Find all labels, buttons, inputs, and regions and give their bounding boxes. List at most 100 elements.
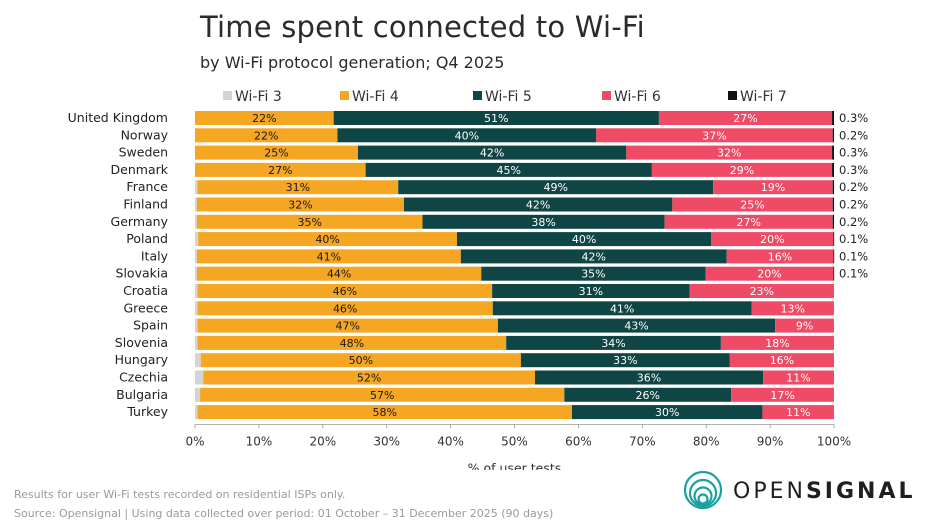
x-tick-label: 90% xyxy=(757,434,784,448)
data-label: 19% xyxy=(761,181,785,194)
category-label: Czechia xyxy=(119,370,168,385)
wifi7-value-label: 0.3% xyxy=(839,111,868,125)
x-axis-label: % of user tests xyxy=(468,460,562,470)
data-label: 49% xyxy=(543,181,567,194)
bar-segment xyxy=(195,405,198,420)
data-label: 40% xyxy=(455,129,479,142)
data-label: 40% xyxy=(315,233,339,246)
bar-segment xyxy=(775,318,834,333)
bar-segment xyxy=(197,301,493,316)
bar-segment xyxy=(731,387,834,402)
bar-segment xyxy=(195,162,366,177)
bar-segment xyxy=(196,197,404,212)
data-label: 46% xyxy=(333,302,357,315)
bar-segment xyxy=(195,232,199,247)
data-label: 48% xyxy=(340,337,364,350)
data-label: 36% xyxy=(637,372,661,385)
bar-segment xyxy=(403,197,673,212)
bar-segment xyxy=(195,353,201,368)
x-tick-label: 10% xyxy=(246,434,273,448)
bar-segment xyxy=(337,128,597,143)
bar-segment xyxy=(672,197,833,212)
legend-label-2: Wi-Fi 5 xyxy=(485,89,532,105)
data-label: 9% xyxy=(796,320,813,333)
bar-segment xyxy=(833,232,835,247)
bar-segment xyxy=(713,180,833,195)
bar-segment xyxy=(200,387,565,402)
legend-label-4: Wi-Fi 7 xyxy=(740,89,787,105)
data-label: 42% xyxy=(480,147,504,160)
category-label: Denmark xyxy=(111,162,169,177)
x-tick-label: 80% xyxy=(693,434,720,448)
bar-segment xyxy=(658,111,833,125)
bar-segment xyxy=(651,162,833,177)
data-label: 46% xyxy=(333,285,357,298)
bar-segment xyxy=(196,266,482,281)
bar-segment xyxy=(195,197,197,212)
bar-segment xyxy=(832,180,834,195)
data-label: 18% xyxy=(765,337,789,350)
data-label: 30% xyxy=(655,406,679,419)
opensignal-logo: OPENSIGNAL xyxy=(683,470,913,512)
bar-segment xyxy=(497,318,776,333)
legend-swatch-0 xyxy=(223,91,232,100)
wifi7-value-label: 0.1% xyxy=(839,267,868,281)
data-label: 41% xyxy=(317,250,341,263)
category-label: Norway xyxy=(121,127,169,142)
bar-segment xyxy=(726,249,834,264)
bar-segment xyxy=(196,214,423,229)
opensignal-wordmark: OPENSIGNAL xyxy=(733,479,916,504)
bar-segment xyxy=(195,387,201,402)
bar-segment xyxy=(705,266,834,281)
bar-segment xyxy=(203,370,535,385)
bar-segment xyxy=(198,232,457,247)
data-label: 47% xyxy=(335,320,359,333)
legend-swatch-4 xyxy=(728,91,737,100)
data-label: 16% xyxy=(770,354,794,367)
bar-segment xyxy=(564,387,732,402)
x-tick-label: 70% xyxy=(629,434,656,448)
bar-segment xyxy=(422,214,665,229)
chart-subtitle: by Wi-Fi protocol generation; Q4 2025 xyxy=(200,53,505,72)
bar-segment xyxy=(460,249,727,264)
data-label: 37% xyxy=(702,129,726,142)
bar-segment xyxy=(763,370,834,385)
data-label: 35% xyxy=(297,216,321,229)
bar-segment xyxy=(711,232,834,247)
bar-segment xyxy=(833,249,835,264)
data-label: 34% xyxy=(601,337,625,350)
x-tick-label: 60% xyxy=(565,434,592,448)
data-label: 40% xyxy=(572,233,596,246)
chart-title: Time spent connected to Wi-Fi xyxy=(200,10,645,44)
bar-segment xyxy=(197,318,498,333)
bar-segment xyxy=(832,162,834,177)
legend-swatch-1 xyxy=(340,91,349,100)
data-label: 13% xyxy=(781,302,805,315)
data-label: 27% xyxy=(268,164,292,177)
data-label: 42% xyxy=(582,250,606,263)
bar-segment xyxy=(195,214,197,229)
bar-segment xyxy=(720,335,834,350)
category-label: United Kingdom xyxy=(68,110,168,125)
data-label: 52% xyxy=(357,372,381,385)
category-label: Germany xyxy=(111,214,169,229)
bar-segment xyxy=(197,284,493,298)
bar-segment xyxy=(492,284,690,298)
data-label: 27% xyxy=(733,112,757,125)
data-label: 32% xyxy=(717,147,741,160)
category-label: Slovakia xyxy=(116,266,168,281)
bar-segment xyxy=(626,145,833,160)
bar-segment xyxy=(197,405,573,420)
x-tick-label: 50% xyxy=(501,434,528,448)
data-label: 20% xyxy=(760,233,784,246)
category-label: Poland xyxy=(126,231,168,246)
x-tick-label: 30% xyxy=(373,434,400,448)
footnote-source: Source: Opensignal | Using data collecte… xyxy=(14,507,554,520)
bar-segment xyxy=(506,335,721,350)
bar-segment xyxy=(664,214,833,229)
wifi7-value-label: 0.1% xyxy=(839,249,868,263)
bar-segment xyxy=(689,284,834,298)
bar-segment xyxy=(195,284,198,298)
stacked-bar-chart: Wi-Fi 3 Wi-Fi 4 Wi-Fi 5 Wi-Fi 6 Wi-Fi 7 Unite… xyxy=(68,89,869,470)
bar-segment xyxy=(832,214,834,229)
